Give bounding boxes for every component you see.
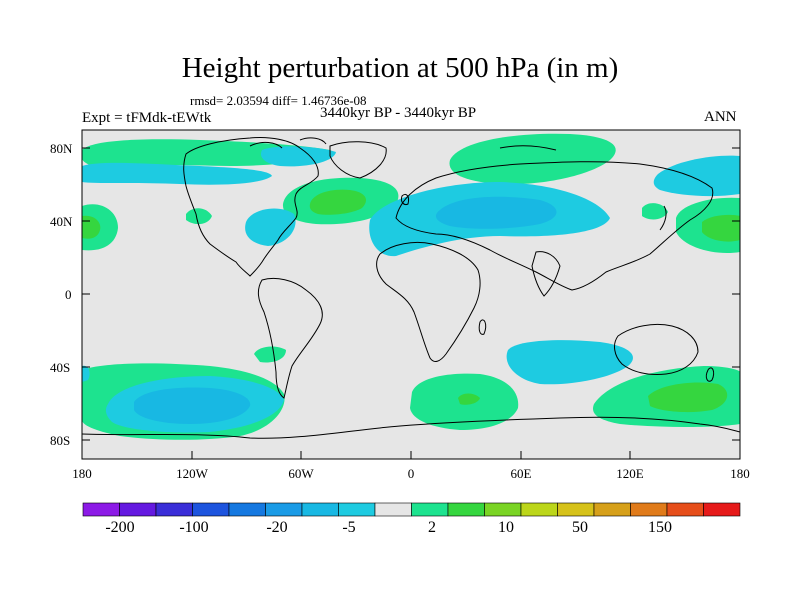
colorbar-label-1: -100 xyxy=(179,519,209,536)
map-title: Height perturbation at 500 hPa (in m) xyxy=(181,52,619,84)
coast-eurasia xyxy=(395,161,714,291)
colorbar-swatch-9 xyxy=(411,502,449,517)
contour-green-arctic xyxy=(449,133,616,185)
colorbar-swatch-4 xyxy=(228,502,266,517)
lon-label-60w: 60W xyxy=(288,466,314,481)
colorbar-label-7: 150 xyxy=(648,519,672,536)
contour-green-pacific-small xyxy=(186,208,212,225)
contour-deep-green-east-edge xyxy=(702,214,740,242)
experiment-label: Expt = tFMdk-tEWtk xyxy=(82,110,212,126)
contour-deep-green-atlantic xyxy=(309,189,366,215)
contour-blue-canada xyxy=(260,146,336,167)
colorbar-swatch-10 xyxy=(447,502,485,517)
lon-label-180w: 180 xyxy=(72,466,92,481)
coast-north-america xyxy=(183,137,319,277)
contour-deep-green-south-indian xyxy=(458,393,480,405)
colorbar-label-2: -20 xyxy=(266,519,288,536)
colorbar-swatch-1 xyxy=(119,502,157,517)
lat-label-40n: 40N xyxy=(50,214,73,229)
colorbar-swatch-7 xyxy=(338,502,376,517)
lon-label-120e: 120E xyxy=(616,466,644,481)
contour-green-japan xyxy=(642,203,668,220)
season-label: ANN xyxy=(704,109,737,125)
contour-blue-north-america xyxy=(245,208,296,246)
coast-australia xyxy=(614,323,699,375)
contour-blue-north-pacific xyxy=(82,162,272,185)
lon-label-180e: 180 xyxy=(730,466,750,481)
coast-madagascar xyxy=(478,319,487,335)
contour-blue-south-east-edge xyxy=(82,365,90,382)
colorbar-swatch-6 xyxy=(301,502,339,517)
lat-label-40s: 40S xyxy=(50,360,71,375)
coast-antarctica xyxy=(82,416,740,439)
colorbar-label-4: 2 xyxy=(428,519,436,536)
contour-green-south-atlantic-small xyxy=(254,346,286,363)
colorbar xyxy=(82,502,741,517)
colorbar-swatch-15 xyxy=(630,502,668,517)
contour-blue-far-east xyxy=(653,155,740,197)
contour-deep-green-south-east xyxy=(648,382,728,413)
colorbar-label-6: 50 xyxy=(572,519,588,536)
colorbar-swatch-0 xyxy=(82,502,120,517)
colorbar-swatch-2 xyxy=(155,502,193,517)
coast-south-america xyxy=(257,277,323,399)
colorbar-swatch-12 xyxy=(520,502,558,517)
contour-map xyxy=(82,130,740,459)
coast-arctic-islands xyxy=(249,137,557,151)
coast-greenland xyxy=(329,141,387,179)
lon-label-60e: 60E xyxy=(510,466,532,481)
lat-label-80n: 80N xyxy=(50,141,73,156)
lat-label-0: 0 xyxy=(65,287,72,302)
colorbar-swatch-16 xyxy=(666,502,704,517)
lat-label-80s: 80S xyxy=(50,433,71,448)
colorbar-swatch-13 xyxy=(557,502,595,517)
colorbar-swatch-5 xyxy=(265,502,303,517)
coast-japan xyxy=(659,205,667,231)
colorbar-swatch-8 xyxy=(374,502,412,517)
lon-label-0: 0 xyxy=(407,466,415,481)
colorbar-label-3: -5 xyxy=(342,519,356,536)
contour-blue-indian-ocean xyxy=(506,340,633,385)
stats-line: rmsd= 2.03594 diff= 1.46736e-08 xyxy=(190,93,367,108)
lon-label-120w: 120W xyxy=(176,466,208,481)
colorbar-label-5: 10 xyxy=(498,519,514,536)
coast-new-zealand xyxy=(705,367,715,382)
period-label: 3440kyr BP - 3440kyr BP xyxy=(320,105,477,121)
coast-india xyxy=(531,251,561,297)
colorbar-label-0: -200 xyxy=(105,519,135,536)
coast-uk xyxy=(401,193,409,205)
axis-ticks xyxy=(81,147,741,459)
coastlines xyxy=(82,137,740,439)
colorbar-swatch-11 xyxy=(484,502,522,517)
coast-africa xyxy=(376,241,481,362)
contour-mid-blue-south-pacific xyxy=(134,387,251,424)
contour-mid-blue-europe-asia xyxy=(435,196,557,229)
colorbar-swatch-3 xyxy=(192,502,230,517)
colorbar-swatch-17 xyxy=(703,502,741,517)
colorbar-swatch-14 xyxy=(593,502,631,517)
